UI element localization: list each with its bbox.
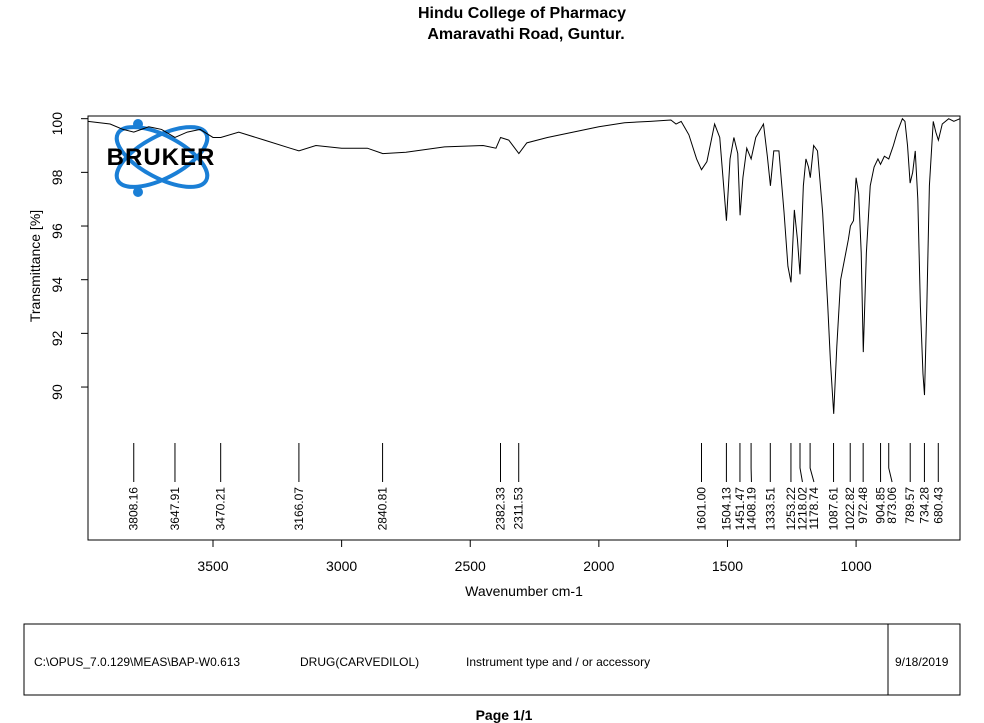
peak-label: 1504.13	[719, 487, 733, 531]
y-tick-label: 96	[49, 223, 65, 239]
peak-label: 789.57	[903, 487, 917, 524]
x-tick-label: 3000	[326, 558, 357, 574]
peak-label: 1022.82	[843, 487, 857, 531]
peak-label: 2382.33	[494, 487, 508, 531]
peak-label: 3808.16	[127, 487, 141, 531]
y-tick-label: 98	[49, 169, 65, 185]
peak-label: 1601.00	[694, 487, 708, 531]
chart-title: Hindu College of Pharmacy	[418, 5, 626, 22]
plot-frame	[87, 115, 961, 541]
x-tick-label: 3500	[197, 558, 228, 574]
peak-label: 680.43	[931, 487, 945, 524]
peak-label: 1178.74	[807, 487, 821, 530]
y-tick-label: 94	[49, 277, 65, 293]
peak-label: 972.48	[856, 487, 870, 524]
peak-label: 3647.91	[168, 487, 182, 531]
logo-dot	[133, 119, 143, 129]
peak-label: 1087.61	[827, 487, 841, 531]
peak-label: 1333.51	[763, 487, 777, 531]
y-tick-label: 92	[49, 330, 65, 346]
footer-box	[23, 623, 961, 696]
footer-instrument: Instrument type and / or accessory	[466, 655, 650, 669]
footer-sample: DRUG(CARVEDILOL)	[300, 655, 419, 669]
peak-marker	[799, 443, 803, 483]
x-tick-label: 2500	[455, 558, 486, 574]
x-tick-label: 1000	[841, 558, 872, 574]
peak-label: 1253.22	[784, 487, 798, 531]
x-tick-label: 1500	[712, 558, 743, 574]
peak-label: 2840.81	[376, 487, 390, 531]
peak-marker	[809, 443, 815, 483]
footer-path: C:\OPUS_7.0.129\MEAS\BAP-W0.613	[34, 655, 240, 669]
logo-dot	[133, 187, 143, 197]
peak-label: 734.28	[917, 487, 931, 524]
logo: BRUKER	[107, 119, 216, 197]
page-number: Page 1/1	[476, 707, 533, 723]
logo-orbit	[114, 125, 210, 189]
y-tick-label: 100	[49, 112, 65, 136]
peak-marker	[888, 443, 893, 483]
peak-label: 2311.53	[512, 487, 526, 530]
peak-label: 1451.47	[733, 487, 747, 531]
peak-label: 873.06	[885, 487, 899, 524]
peak-label: 3166.07	[292, 487, 306, 531]
peak-label: 904.85	[874, 487, 888, 524]
peak-label: 3470.21	[214, 487, 228, 531]
logo-text: BRUKER	[107, 144, 216, 171]
y-axis-label: Transmittance [%]	[27, 210, 43, 322]
footer-date: 9/18/2019	[895, 655, 949, 669]
chart-subtitle: Amaravathi Road, Guntur.	[427, 26, 624, 43]
peak-label: 1218.02	[795, 487, 809, 531]
y-tick-label: 90	[49, 384, 65, 400]
peak-label: 1408.19	[744, 487, 758, 531]
x-tick-label: 2000	[583, 558, 614, 574]
spectrum-line	[87, 117, 961, 414]
x-axis-label: Wavenumber cm-1	[465, 583, 583, 599]
